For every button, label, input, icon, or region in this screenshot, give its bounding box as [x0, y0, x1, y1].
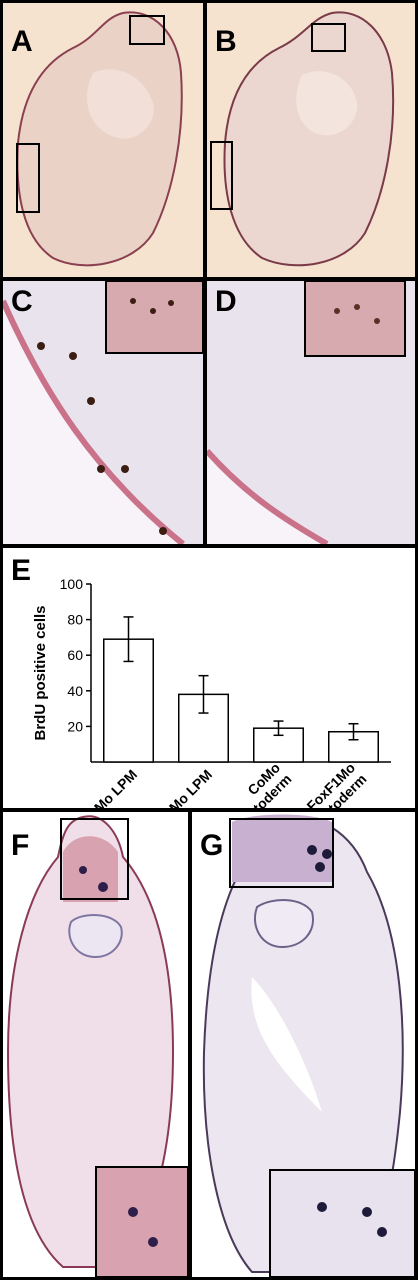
- panel-label-g: G: [200, 829, 224, 862]
- panel-c-image: [3, 281, 203, 544]
- category-label-line: CoMo LPM: [78, 766, 140, 808]
- panel-e: 20 40 60 80 100 BrdU positive cells CoMo LPM Fo…: [3, 548, 415, 808]
- panel-b-image: [210, 11, 395, 267]
- inset-box-lpm: [210, 141, 233, 210]
- bar-chart: 20 40 60 80 100 BrdU positive cells CoMo LPMFo…: [32, 576, 391, 808]
- inset-neural-tube: [105, 281, 203, 354]
- category-label: CoMoneuroectoderm: [200, 759, 295, 808]
- category-label: FoxF1Mo LPM: [137, 766, 215, 808]
- panel-label-d: D: [215, 285, 237, 318]
- panel-a-image: [16, 11, 183, 267]
- panel-d: D: [207, 281, 415, 544]
- inset-box-neural: [311, 23, 346, 52]
- y-tick-label: 20: [67, 718, 83, 734]
- panel-b: B: [207, 3, 415, 277]
- inset-box: [229, 818, 334, 888]
- y-tick-label: 80: [67, 612, 83, 628]
- y-tick-label: 100: [60, 576, 84, 592]
- panel-c: C: [3, 281, 203, 544]
- panel-g-image: [202, 814, 415, 1277]
- inset-box-lpm: [16, 143, 40, 213]
- panel-f: F: [3, 812, 188, 1277]
- panel-label-b: B: [215, 25, 237, 58]
- inset-neural-tube: [304, 281, 406, 357]
- panel-g: G: [192, 812, 415, 1277]
- inset-neural-tube: [95, 1166, 188, 1277]
- y-tick-label: 60: [67, 647, 83, 663]
- inset-neural-tube: [269, 1169, 415, 1277]
- inset-box: [60, 818, 129, 900]
- inset-box-neural: [129, 15, 165, 45]
- panel-label-c: C: [11, 285, 33, 318]
- y-axis-label: BrdU positive cells: [32, 605, 49, 740]
- category-label-line: FoxF1Mo LPM: [137, 766, 215, 808]
- category-label: CoMo LPM: [78, 766, 140, 808]
- panel-f-image: [6, 815, 188, 1277]
- panel-label-f: F: [11, 829, 30, 862]
- panel-a: A: [3, 3, 203, 277]
- panel-label-e: E: [11, 554, 32, 587]
- panel-d-image: [207, 281, 406, 544]
- y-tick-label: 40: [67, 683, 83, 699]
- panel-label-a: A: [11, 25, 33, 58]
